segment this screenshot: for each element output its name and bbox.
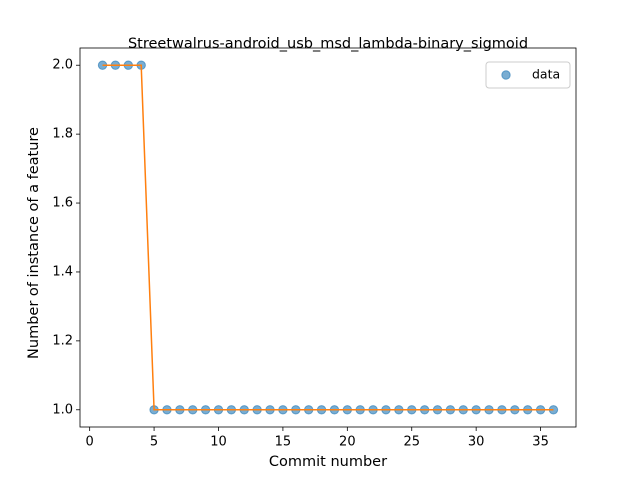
y-tick-label: 1.0 bbox=[52, 402, 73, 417]
legend-label: data bbox=[532, 67, 560, 82]
x-tick-label: 10 bbox=[210, 435, 227, 450]
y-tick-label: 1.2 bbox=[52, 333, 73, 348]
x-tick-label: 35 bbox=[532, 435, 549, 450]
x-tick-label: 0 bbox=[86, 435, 94, 450]
y-tick-label: 1.6 bbox=[52, 196, 73, 211]
chart-title: Streetwalrus-android_usb_msd_lambda-bina… bbox=[128, 36, 528, 52]
x-axis-label: Commit number bbox=[269, 454, 387, 470]
x-tick-label: 5 bbox=[150, 435, 158, 450]
y-tick-label: 1.8 bbox=[52, 127, 73, 142]
x-tick-label: 25 bbox=[403, 435, 420, 450]
legend-box bbox=[485, 61, 571, 89]
x-tick-label: 20 bbox=[339, 435, 356, 450]
x-tick-label: 30 bbox=[468, 435, 485, 450]
y-tick-label: 2.0 bbox=[52, 58, 73, 73]
connecting-line bbox=[102, 64, 554, 411]
y-axis-label: Number of instance of a feature bbox=[26, 127, 42, 359]
x-tick-label: 15 bbox=[275, 435, 292, 450]
plot-frame bbox=[79, 47, 577, 428]
legend-marker bbox=[501, 70, 511, 80]
y-tick-label: 1.4 bbox=[52, 264, 73, 279]
